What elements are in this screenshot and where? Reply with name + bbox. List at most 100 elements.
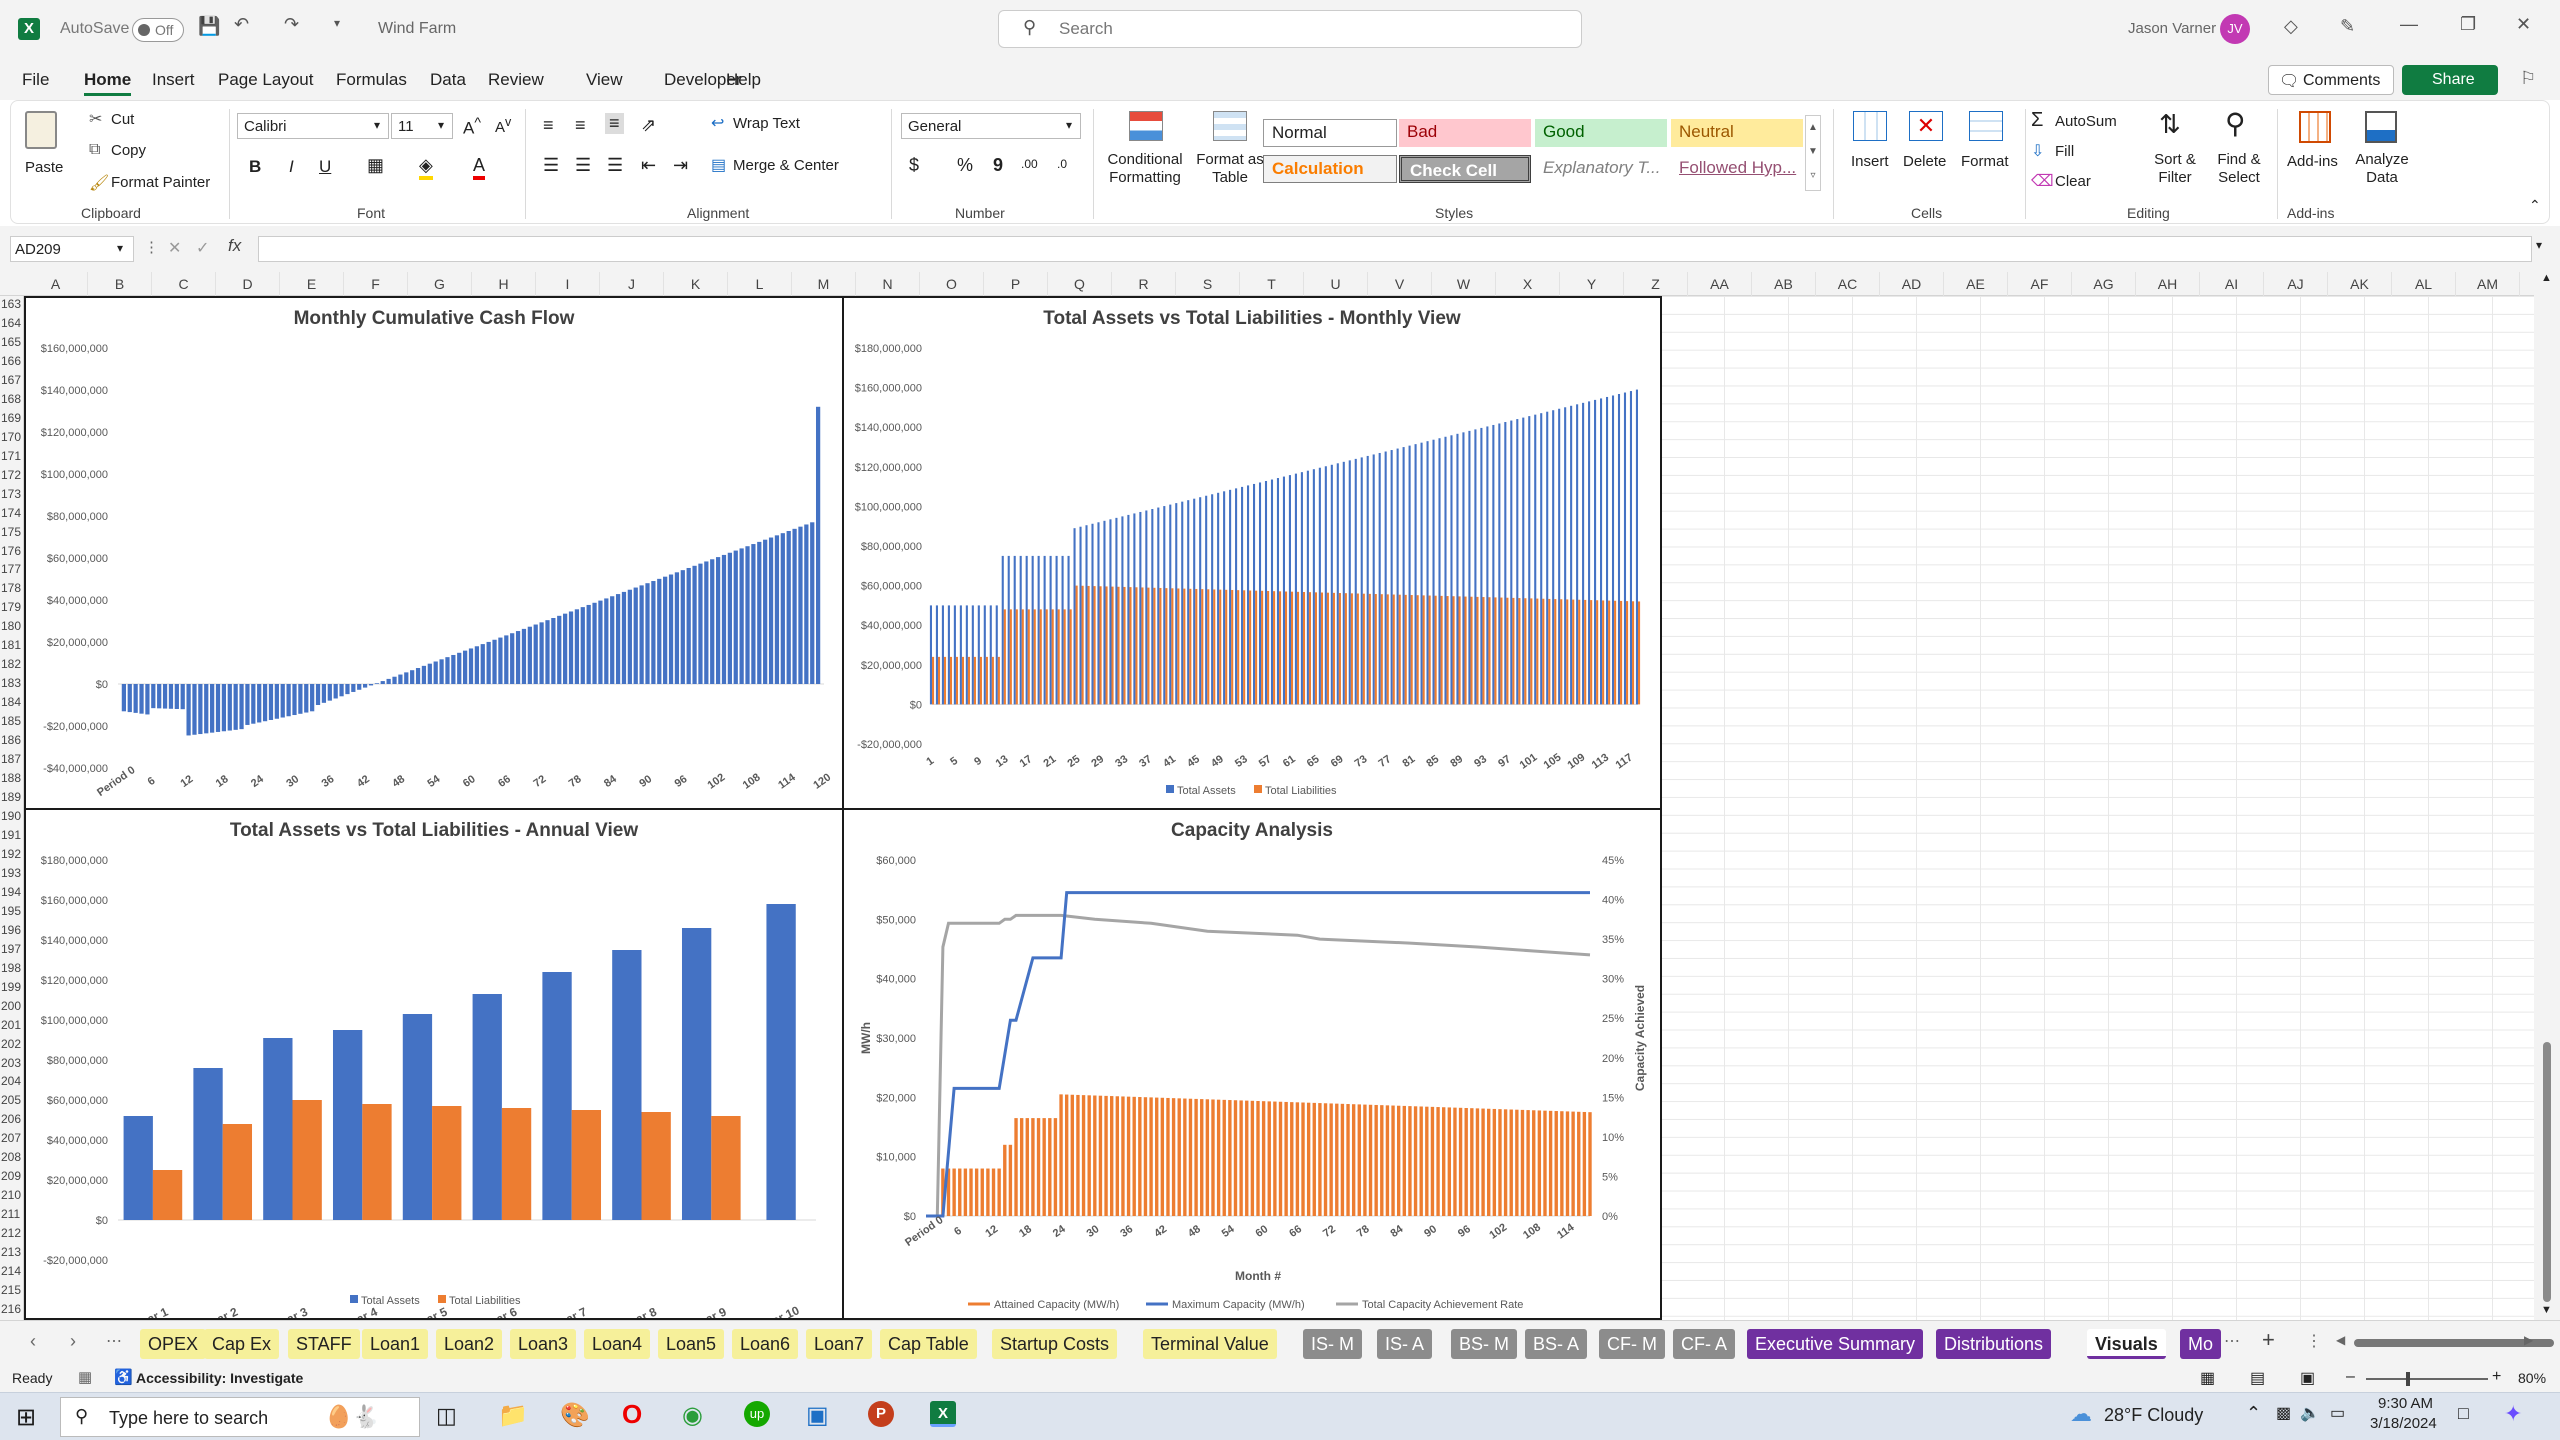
row-header[interactable]: 201 <box>1 1017 22 1032</box>
menu-help[interactable]: Help <box>726 70 761 89</box>
row-header[interactable]: 194 <box>1 884 22 899</box>
column-header[interactable]: A <box>24 272 88 296</box>
menu-formulas[interactable]: Formulas <box>336 70 407 89</box>
number-format-select[interactable]: General ▾ <box>901 113 1081 139</box>
sheet-tab[interactable]: Loan5 <box>658 1329 725 1359</box>
row-header[interactable]: 184 <box>1 695 22 710</box>
customize-qat-icon[interactable]: ▾ <box>334 16 341 30</box>
row-header[interactable]: 210 <box>1 1188 22 1203</box>
delete-cells-button[interactable]: ✕ Delete <box>1903 111 1947 170</box>
decrease-decimal-icon[interactable]: .0 <box>1057 157 1068 171</box>
row-header[interactable]: 170 <box>1 429 22 444</box>
row-header[interactable]: 202 <box>1 1036 22 1051</box>
row-header[interactable]: 180 <box>1 619 22 634</box>
column-header[interactable]: U <box>1304 272 1368 296</box>
expand-formula-icon[interactable]: ▾ <box>2536 238 2543 252</box>
zoom-out-icon[interactable]: – <box>2346 1368 2355 1385</box>
chart-assets-liabilities-monthly[interactable]: Total Assets vs Total Liabilities - Mont… <box>842 296 1662 810</box>
weather-text[interactable]: 28°F Cloudy <box>2104 1405 2204 1425</box>
restore-icon[interactable]: ❐ <box>2460 14 2477 34</box>
font-color-icon[interactable]: A <box>473 155 486 180</box>
column-header[interactable]: Y <box>1560 272 1624 296</box>
paste-button[interactable]: Paste <box>23 109 63 179</box>
row-header[interactable]: 200 <box>1 998 22 1013</box>
column-header[interactable]: F <box>344 272 408 296</box>
collapse-ribbon-icon[interactable]: ⌃ <box>2529 197 2541 213</box>
percent-icon[interactable]: % <box>957 155 974 175</box>
column-header[interactable]: K <box>664 272 728 296</box>
analyze-data-button[interactable]: Analyze Data <box>2347 109 2417 201</box>
sheet-tab[interactable]: BS- A <box>1525 1329 1588 1359</box>
menu-review[interactable]: Review <box>488 70 544 89</box>
sheet-tab[interactable]: CF- A <box>1673 1329 1736 1359</box>
sheet-tab[interactable]: Distributions <box>1936 1329 2052 1359</box>
format-painter-button[interactable]: Format Painter <box>111 174 211 191</box>
vertical-scrollbar[interactable]: ▲ ▼ <box>2534 272 2560 1320</box>
row-header[interactable]: 179 <box>1 600 22 615</box>
column-header[interactable]: G <box>408 272 472 296</box>
decrease-font-icon[interactable]: Av <box>495 115 512 136</box>
addins-button[interactable]: Add-ins <box>2287 109 2343 201</box>
row-header[interactable]: 192 <box>1 846 22 861</box>
row-header[interactable]: 174 <box>1 505 22 520</box>
scroll-thumb[interactable] <box>2543 1042 2551 1302</box>
name-box[interactable]: AD209 ▾ <box>10 236 134 262</box>
column-header[interactable]: AJ <box>2264 272 2328 296</box>
format-as-table-button[interactable]: Format as Table <box>1193 109 1267 201</box>
sheet-tab[interactable]: OPEX <box>140 1329 207 1359</box>
column-header[interactable]: I <box>536 272 600 296</box>
column-header[interactable]: L <box>728 272 792 296</box>
menu-comments-button[interactable]: 🗨 Comments <box>2268 65 2394 95</box>
taskbar-search[interactable]: ⚲ Type here to search 🥚🐇 <box>60 1397 420 1437</box>
column-header[interactable]: AD <box>1880 272 1944 296</box>
bold-icon[interactable]: B <box>249 157 262 176</box>
column-header[interactable]: AF <box>2008 272 2072 296</box>
save-icon[interactable]: 💾 <box>198 16 221 36</box>
column-header[interactable]: AE <box>1944 272 2008 296</box>
more-sheets-icon[interactable]: ⋯ <box>106 1333 122 1350</box>
row-header[interactable]: 173 <box>1 486 22 501</box>
sheet-tab[interactable]: Visuals <box>2087 1329 2166 1359</box>
row-header[interactable]: 168 <box>1 391 22 406</box>
chart-assets-liabilities-annual[interactable]: Total Assets vs Total Liabilities - Annu… <box>24 808 844 1320</box>
row-header[interactable]: 197 <box>1 941 22 956</box>
row-header[interactable]: 167 <box>1 372 22 387</box>
redo-icon[interactable]: ↷ <box>284 14 300 34</box>
column-header[interactable]: C <box>152 272 216 296</box>
zoom-level[interactable]: 80% <box>2518 1370 2547 1386</box>
align-bottom-icon[interactable]: ≡ <box>605 113 624 134</box>
column-header[interactable]: H <box>472 272 536 296</box>
row-header[interactable]: 166 <box>1 353 22 368</box>
column-header[interactable]: AA <box>1688 272 1752 296</box>
comma-icon[interactable]: 9 <box>993 155 1004 175</box>
cancel-icon[interactable]: ✕ <box>168 240 182 257</box>
opera-icon[interactable]: O <box>622 1399 643 1429</box>
row-header[interactable]: 187 <box>1 752 22 767</box>
sheet-tab[interactable]: CF- M <box>1599 1329 1665 1359</box>
increase-indent-icon[interactable]: ⇥ <box>673 155 689 175</box>
menu-home[interactable]: Home <box>84 70 132 96</box>
borders-icon[interactable]: ▦ <box>367 155 385 175</box>
menu-data[interactable]: Data <box>430 70 466 89</box>
row-header[interactable]: 215 <box>1 1283 22 1298</box>
format-cells-button[interactable]: Format <box>1957 109 2017 201</box>
chart-monthly-cumulative-cash-flow[interactable]: Monthly Cumulative Cash Flow $160,000,00… <box>24 296 844 810</box>
column-header[interactable]: Q <box>1048 272 1112 296</box>
column-header[interactable]: X <box>1496 272 1560 296</box>
sheet-tab[interactable]: Executive Summary <box>1747 1329 1924 1359</box>
sheet-tab[interactable]: IS- A <box>1377 1329 1433 1359</box>
network-icon[interactable]: ▩ <box>2276 1405 2292 1422</box>
row-header[interactable]: 186 <box>1 733 22 748</box>
row-header[interactable]: 188 <box>1 771 22 786</box>
row-header[interactable]: 163 <box>1 297 22 311</box>
display-icon[interactable]: ▭ <box>2330 1405 2346 1422</box>
style-check-cell[interactable]: Check Cell <box>1399 155 1531 183</box>
chevron-up-icon[interactable]: ⌃ <box>2246 1403 2262 1423</box>
prev-sheet-icon[interactable]: ‹ <box>30 1331 36 1351</box>
conditional-formatting-button[interactable]: Conditional Formatting <box>1101 109 1189 201</box>
style-neutral[interactable]: Neutral <box>1671 119 1803 147</box>
row-header[interactable]: 165 <box>1 334 22 349</box>
row-header[interactable]: 189 <box>1 790 22 805</box>
autosum-button[interactable]: AutoSum <box>2055 113 2117 130</box>
wrap-text-button[interactable]: Wrap Text <box>733 115 800 132</box>
